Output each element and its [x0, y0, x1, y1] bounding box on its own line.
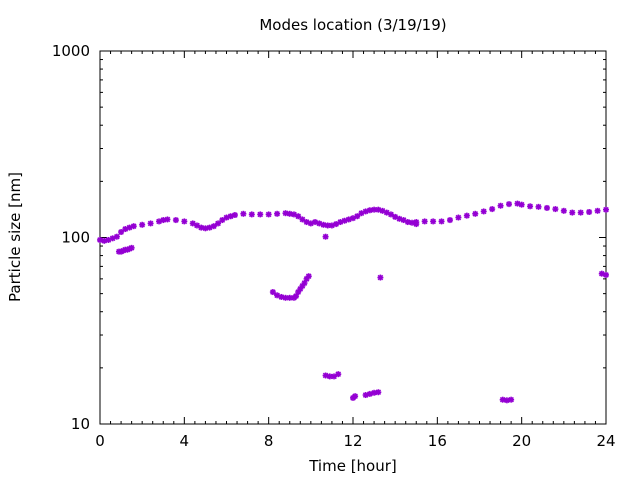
- data-points: [97, 200, 609, 404]
- data-point: [181, 218, 188, 225]
- x-tick-label: 20: [512, 432, 531, 450]
- y-tick-label: 1000: [52, 42, 90, 60]
- data-point: [337, 219, 344, 226]
- data-point: [248, 211, 255, 218]
- data-point: [118, 229, 125, 236]
- data-point: [499, 396, 506, 403]
- x-tick-label: 8: [264, 432, 274, 450]
- data-point: [535, 203, 542, 210]
- data-point: [215, 220, 222, 227]
- x-tick-label: 4: [180, 432, 190, 450]
- x-axis-title: Time [hour]: [308, 457, 397, 475]
- x-tick-label: 0: [95, 432, 105, 450]
- chart-title: Modes location (3/19/19): [259, 16, 446, 34]
- data-point: [322, 233, 329, 240]
- data-point: [506, 201, 513, 208]
- data-point: [286, 210, 293, 217]
- data-point: [387, 211, 394, 218]
- data-point: [489, 206, 496, 213]
- data-point: [257, 211, 264, 218]
- x-tick-label: 24: [596, 432, 615, 450]
- y-tick-label: 10: [71, 415, 90, 433]
- data-point: [160, 217, 167, 224]
- data-point: [274, 210, 281, 217]
- data-point: [147, 220, 154, 227]
- y-tick-label: 100: [61, 229, 90, 247]
- data-point: [503, 397, 510, 404]
- data-point: [527, 203, 534, 210]
- data-point: [354, 213, 361, 220]
- data-point: [305, 273, 312, 280]
- data-point: [438, 218, 445, 225]
- data-point: [446, 217, 453, 224]
- data-point: [97, 236, 103, 243]
- x-tick-label: 12: [343, 432, 362, 450]
- data-point: [231, 212, 238, 219]
- data-point: [472, 210, 479, 217]
- y-axis: 10 100 1000: [52, 42, 606, 433]
- data-point: [518, 201, 525, 208]
- x-axis: 0 4 8 12 16 20 24: [95, 51, 616, 450]
- data-point: [603, 271, 609, 278]
- data-point: [560, 207, 567, 214]
- data-point: [569, 209, 576, 216]
- plot-frame: [99, 50, 607, 425]
- x-tick-label: 16: [428, 432, 447, 450]
- data-point: [413, 221, 420, 228]
- data-point: [295, 289, 302, 296]
- data-point: [240, 210, 247, 217]
- data-point: [375, 389, 382, 396]
- data-point: [377, 274, 384, 281]
- data-point: [508, 396, 515, 403]
- data-point: [463, 212, 470, 219]
- data-point: [586, 209, 593, 216]
- data-point: [130, 223, 137, 230]
- data-point: [594, 207, 601, 214]
- data-point: [497, 202, 504, 209]
- data-point: [210, 223, 217, 230]
- data-point: [480, 208, 487, 215]
- data-point: [577, 209, 584, 216]
- y-axis-title: Particle size [nm]: [6, 172, 24, 302]
- data-point: [128, 244, 135, 251]
- data-point: [352, 393, 359, 400]
- data-point: [299, 216, 306, 223]
- data-point: [265, 211, 272, 218]
- data-point: [430, 218, 437, 225]
- data-point: [335, 371, 342, 378]
- data-point: [421, 218, 428, 225]
- data-point: [172, 217, 179, 224]
- data-point: [552, 206, 559, 213]
- data-point: [164, 216, 171, 223]
- data-point: [219, 217, 226, 224]
- data-point: [139, 221, 146, 228]
- data-point: [543, 204, 550, 211]
- data-point: [455, 214, 462, 221]
- data-point: [603, 206, 609, 213]
- data-point: [113, 233, 120, 240]
